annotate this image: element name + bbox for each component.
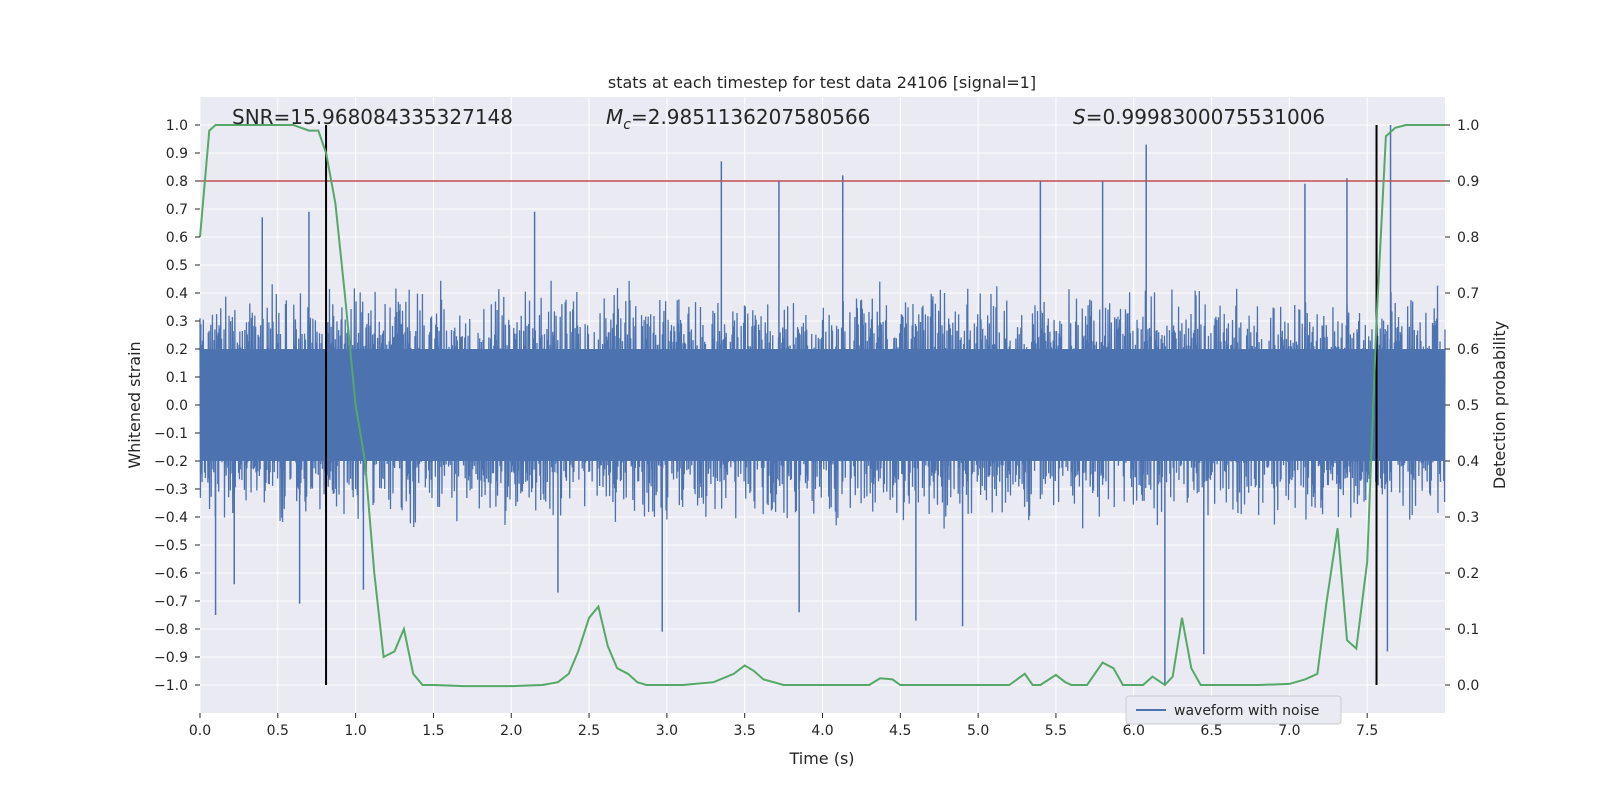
x-tick-label: 4.0 xyxy=(811,723,833,739)
y2-tick-label: 0.5 xyxy=(1457,398,1479,414)
vertical-markers xyxy=(325,125,1378,685)
y-tick-label: 0.2 xyxy=(166,342,188,358)
y2-axis-label: Detection probability xyxy=(1490,321,1509,489)
y-tick-label: −1.0 xyxy=(154,678,188,694)
y-tick-label: 1.0 xyxy=(166,118,188,134)
waveform-series xyxy=(199,125,1446,685)
probability-series xyxy=(199,124,1445,688)
x-axis-label: Time (s) xyxy=(788,749,854,768)
y-tick-label: 0.8 xyxy=(166,174,188,190)
y2-tick-label: 0.2 xyxy=(1457,566,1479,582)
y2-tick-label: 0.8 xyxy=(1457,230,1479,246)
y-tick-label: −0.2 xyxy=(154,454,188,470)
y-tick-label: 0.1 xyxy=(166,370,188,386)
x-tick-label: 2.5 xyxy=(578,723,600,739)
y-tick-label: −0.1 xyxy=(154,426,188,442)
x-tick-label: 5.5 xyxy=(1045,723,1067,739)
y-tick-label: 0.5 xyxy=(166,258,188,274)
y-tick-label: 0.6 xyxy=(166,230,188,246)
score-annotation: S=0.9998300075531006 xyxy=(1073,105,1325,129)
y-tick-label: −0.5 xyxy=(154,538,188,554)
snr-annotation: SNR=15.968084335327148 xyxy=(232,105,513,129)
y2-tick-label: 0.7 xyxy=(1457,286,1479,302)
x-tick-label: 4.5 xyxy=(889,723,911,739)
y-tick-label: −0.4 xyxy=(154,510,188,526)
y-tick-label: 0.3 xyxy=(166,314,188,330)
y-tick-label: −0.7 xyxy=(154,594,188,610)
chirp-mass-subscript: c xyxy=(623,117,631,133)
x-ticks: 0.0 0.5 1.0 1.5 2.0 2.5 3.0 3.5 4.0 4.5 5.0 5.5 6.0 6… xyxy=(189,713,1378,739)
legend-box xyxy=(1125,695,1342,725)
y-tick-label: 0.7 xyxy=(166,202,188,218)
y-tick-label: −0.6 xyxy=(154,566,188,582)
chirp-mass-value: =2.9851136207580566 xyxy=(631,105,870,129)
x-tick-label: 6.0 xyxy=(1123,723,1145,739)
chirp-mass-annotation: Mc=2.9851136207580566 xyxy=(606,105,870,133)
x-tick-label: 1.0 xyxy=(344,723,366,739)
legend: waveform with noise xyxy=(1125,695,1342,725)
x-tick-label: 3.0 xyxy=(656,723,678,739)
chart-title: stats at each timestep for test data 241… xyxy=(608,73,1036,92)
y2-tick-label: 0.3 xyxy=(1457,510,1479,526)
x-tick-label: 1.5 xyxy=(422,723,444,739)
y-tick-label: −0.9 xyxy=(154,650,188,666)
y2-tick-label: 1.0 xyxy=(1457,118,1479,134)
y2-tick-label: 0.0 xyxy=(1457,678,1479,694)
x-tick-label: 0.0 xyxy=(189,723,211,739)
x-tick-label: 2.0 xyxy=(500,723,522,739)
y2-tick-label: 0.6 xyxy=(1457,342,1479,358)
x-tick-label: 5.0 xyxy=(967,723,989,739)
x-tick-label: 6.5 xyxy=(1200,723,1222,739)
y2-tick-label: 0.1 xyxy=(1457,622,1479,638)
x-tick-label: 0.5 xyxy=(267,723,289,739)
x-tick-label: 7.0 xyxy=(1278,723,1300,739)
y-ticks: −1.0 −0.9 −0.8 −0.7 −0.6 −0.5 −0.4 −0.3 −0.2 −0.1… xyxy=(154,118,200,694)
chirp-mass-symbol: M xyxy=(606,105,623,129)
y2-ticks: 0.0 0.1 0.2 0.3 0.4 0.5 0.6 0.7 0.8 0.9 1.0 xyxy=(1445,118,1479,694)
waveform-dense-band xyxy=(200,349,1445,461)
y-tick-label: 0.9 xyxy=(166,146,188,162)
y-tick-label: −0.3 xyxy=(154,482,188,498)
score-symbol: S xyxy=(1073,105,1086,129)
y-tick-label: 0.0 xyxy=(166,398,188,414)
y-tick-label: 0.4 xyxy=(166,286,188,302)
x-tick-label: 3.5 xyxy=(734,723,756,739)
y-tick-label: −0.8 xyxy=(154,622,188,638)
waveform-line xyxy=(199,280,1446,529)
score-value: =0.9998300075531006 xyxy=(1086,105,1325,129)
y2-tick-label: 0.4 xyxy=(1457,454,1479,470)
probability-line xyxy=(199,124,1445,688)
legend-entry-waveform: waveform with noise xyxy=(1174,703,1319,719)
y-axis-label: Whitened strain xyxy=(125,341,144,468)
x-tick-label: 7.5 xyxy=(1356,723,1378,739)
y2-tick-label: 0.9 xyxy=(1457,174,1479,190)
